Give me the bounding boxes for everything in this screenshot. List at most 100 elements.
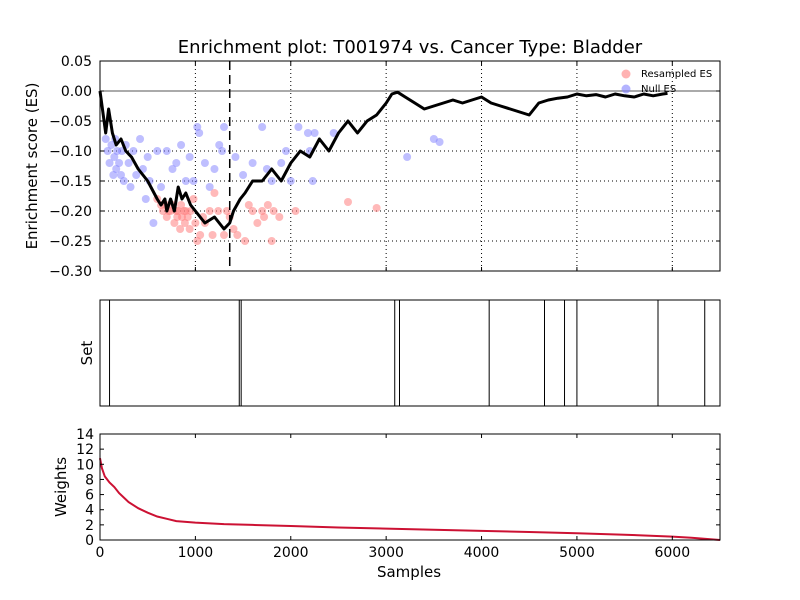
null-es-point bbox=[136, 135, 145, 143]
resampled-es-point bbox=[178, 213, 187, 221]
resampled-es-point bbox=[208, 231, 217, 239]
resampled-es-point bbox=[269, 207, 278, 215]
y-tick-label: 14 bbox=[76, 427, 94, 443]
weights-plot-frame bbox=[99, 433, 721, 541]
es-y-axis-label: Enrichment score (ES) bbox=[23, 83, 41, 250]
resampled-es-point bbox=[183, 213, 192, 221]
x-tick-label: 1000 bbox=[178, 545, 214, 561]
null-es-points bbox=[101, 123, 444, 227]
null-es-point bbox=[103, 147, 112, 155]
null-es-point bbox=[267, 177, 276, 185]
resampled-es-point bbox=[185, 225, 194, 233]
y-tick-label: 10 bbox=[76, 457, 94, 473]
y-tick-label: −0.10 bbox=[49, 144, 92, 160]
es-panel: Enrichment plot: T001974 vs. Cancer Type… bbox=[23, 37, 721, 280]
resampled-es-point bbox=[180, 219, 189, 227]
null-es-point bbox=[181, 177, 190, 185]
x-tick-label: 2000 bbox=[273, 545, 309, 561]
weights-curve bbox=[99, 458, 721, 541]
es-plot-frame bbox=[99, 60, 721, 272]
null-es-point bbox=[119, 177, 128, 185]
null-es-point bbox=[115, 159, 124, 167]
null-es-point bbox=[220, 123, 228, 131]
null-es-point bbox=[116, 171, 125, 179]
set-panel: Set bbox=[78, 299, 721, 407]
null-es-point bbox=[231, 153, 240, 161]
null-es-point bbox=[286, 177, 295, 185]
legend-null-label: Null ES bbox=[641, 84, 676, 95]
null-es-point bbox=[248, 159, 257, 167]
null-es-point bbox=[141, 195, 150, 203]
legend-null-marker bbox=[621, 84, 631, 94]
resampled-es-point bbox=[233, 231, 242, 239]
x-tick-label: 6000 bbox=[654, 545, 690, 561]
resampled-es-point bbox=[222, 207, 231, 215]
resampled-es-point bbox=[177, 201, 186, 209]
resampled-es-point bbox=[170, 219, 179, 227]
set-plot-frame bbox=[99, 299, 721, 407]
null-es-point bbox=[177, 141, 186, 149]
resampled-es-point bbox=[248, 207, 257, 215]
null-es-point bbox=[329, 129, 338, 137]
null-es-point bbox=[126, 183, 135, 191]
null-es-point bbox=[105, 159, 114, 167]
null-es-point bbox=[303, 129, 312, 137]
null-es-point bbox=[110, 153, 119, 161]
null-es-point bbox=[310, 129, 319, 137]
y-tick-label: −0.20 bbox=[49, 204, 92, 220]
null-es-point bbox=[162, 147, 171, 155]
null-es-point bbox=[218, 147, 227, 155]
resampled-es-point bbox=[214, 207, 223, 215]
legend-resampled-label: Resampled ES bbox=[641, 69, 712, 80]
null-es-point bbox=[112, 165, 121, 173]
x-tick-label: 0 bbox=[96, 545, 105, 561]
null-es-point bbox=[200, 159, 209, 167]
null-es-point bbox=[403, 153, 412, 161]
y-tick-label: 2 bbox=[85, 518, 94, 534]
null-es-point bbox=[210, 165, 219, 173]
resampled-es-point bbox=[344, 198, 352, 206]
resampled-es-point bbox=[263, 201, 272, 209]
y-tick-label: −0.30 bbox=[49, 264, 92, 280]
null-es-point bbox=[157, 183, 166, 191]
null-es-point bbox=[215, 141, 224, 149]
resampled-es-point bbox=[253, 219, 262, 227]
chart-title: Enrichment plot: T001974 vs. Cancer Type… bbox=[178, 37, 643, 58]
set-hit-lines bbox=[109, 300, 706, 406]
resampled-es-point bbox=[196, 231, 205, 239]
y-tick-label: 0 bbox=[85, 533, 94, 549]
resampled-es-point bbox=[240, 237, 249, 245]
null-es-point bbox=[153, 147, 162, 155]
resampled-es-point bbox=[267, 237, 276, 245]
y-tick-label: 6 bbox=[85, 488, 94, 504]
legend-resampled-marker bbox=[621, 69, 631, 79]
null-es-point bbox=[277, 159, 286, 167]
resampled-es-point bbox=[229, 225, 238, 233]
x-tick-label: 3000 bbox=[368, 545, 404, 561]
resampled-es-point bbox=[372, 204, 381, 212]
resampled-es-point bbox=[158, 207, 167, 215]
null-es-point bbox=[107, 141, 116, 149]
y-tick-label: 0.00 bbox=[61, 84, 92, 100]
null-es-point bbox=[129, 147, 138, 155]
resampled-es-point bbox=[275, 213, 284, 221]
null-es-point bbox=[149, 219, 158, 227]
y-tick-label: −0.05 bbox=[49, 114, 92, 130]
null-es-point bbox=[282, 147, 290, 155]
es-y-ticks: −0.30 −0.25 −0.20 −0.15 −0.10 −0.05 0.00 0.05 bbox=[49, 54, 720, 280]
y-tick-label: −0.25 bbox=[49, 234, 92, 250]
resampled-es-point bbox=[220, 231, 228, 239]
resampled-es-point bbox=[210, 189, 219, 197]
null-es-point bbox=[101, 135, 110, 143]
y-tick-label: 8 bbox=[85, 472, 94, 488]
null-es-point bbox=[193, 123, 202, 131]
y-tick-label: 0.05 bbox=[61, 54, 92, 70]
resampled-es-point bbox=[244, 201, 253, 209]
weights-y-axis-label: Weights bbox=[52, 457, 70, 517]
resampled-es-point bbox=[205, 207, 214, 215]
null-es-point bbox=[189, 177, 198, 185]
null-es-point bbox=[258, 123, 267, 131]
resampled-es-point bbox=[291, 207, 300, 215]
